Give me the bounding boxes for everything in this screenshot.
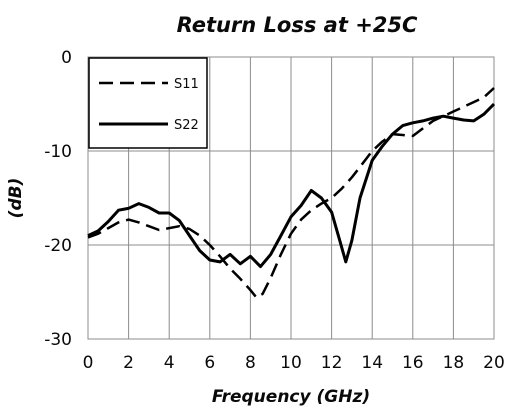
x-tick-label: 12 (321, 353, 343, 373)
x-tick-label: 16 (402, 353, 424, 373)
x-tick-label: 10 (280, 353, 302, 373)
y-tick-label: 0 (61, 48, 72, 68)
y-tick-label: -20 (44, 236, 72, 256)
x-tick-label: 6 (204, 353, 215, 373)
legend: S11 S22 (88, 57, 208, 149)
x-tick-label: 18 (443, 353, 465, 373)
legend-box (88, 57, 208, 149)
x-tick-label: 0 (83, 353, 94, 373)
legend-label-s11: S11 (174, 77, 199, 92)
y-axis-label: (dB) (6, 178, 26, 219)
chart-title: Return Loss at +25C (177, 13, 418, 37)
series-line-s11 (87, 87, 495, 299)
x-tick-label: 14 (361, 353, 383, 373)
y-tick-label: -30 (44, 330, 72, 350)
axis-ticks: 0 2 4 6 8 10 12 14 16 18 20 0 -10 -20 -30 (44, 48, 505, 373)
series-line-s22 (87, 102, 496, 269)
y-tick-label: -10 (44, 142, 72, 162)
legend-label-s22: S22 (174, 118, 199, 133)
x-axis-label: Frequency (GHz) (212, 387, 370, 407)
series-lines (87, 87, 496, 299)
x-tick-label: 2 (123, 353, 134, 373)
plot-area (87, 56, 495, 340)
x-tick-label: 8 (245, 353, 256, 373)
x-tick-label: 4 (164, 353, 175, 373)
x-tick-label: 20 (483, 353, 505, 373)
